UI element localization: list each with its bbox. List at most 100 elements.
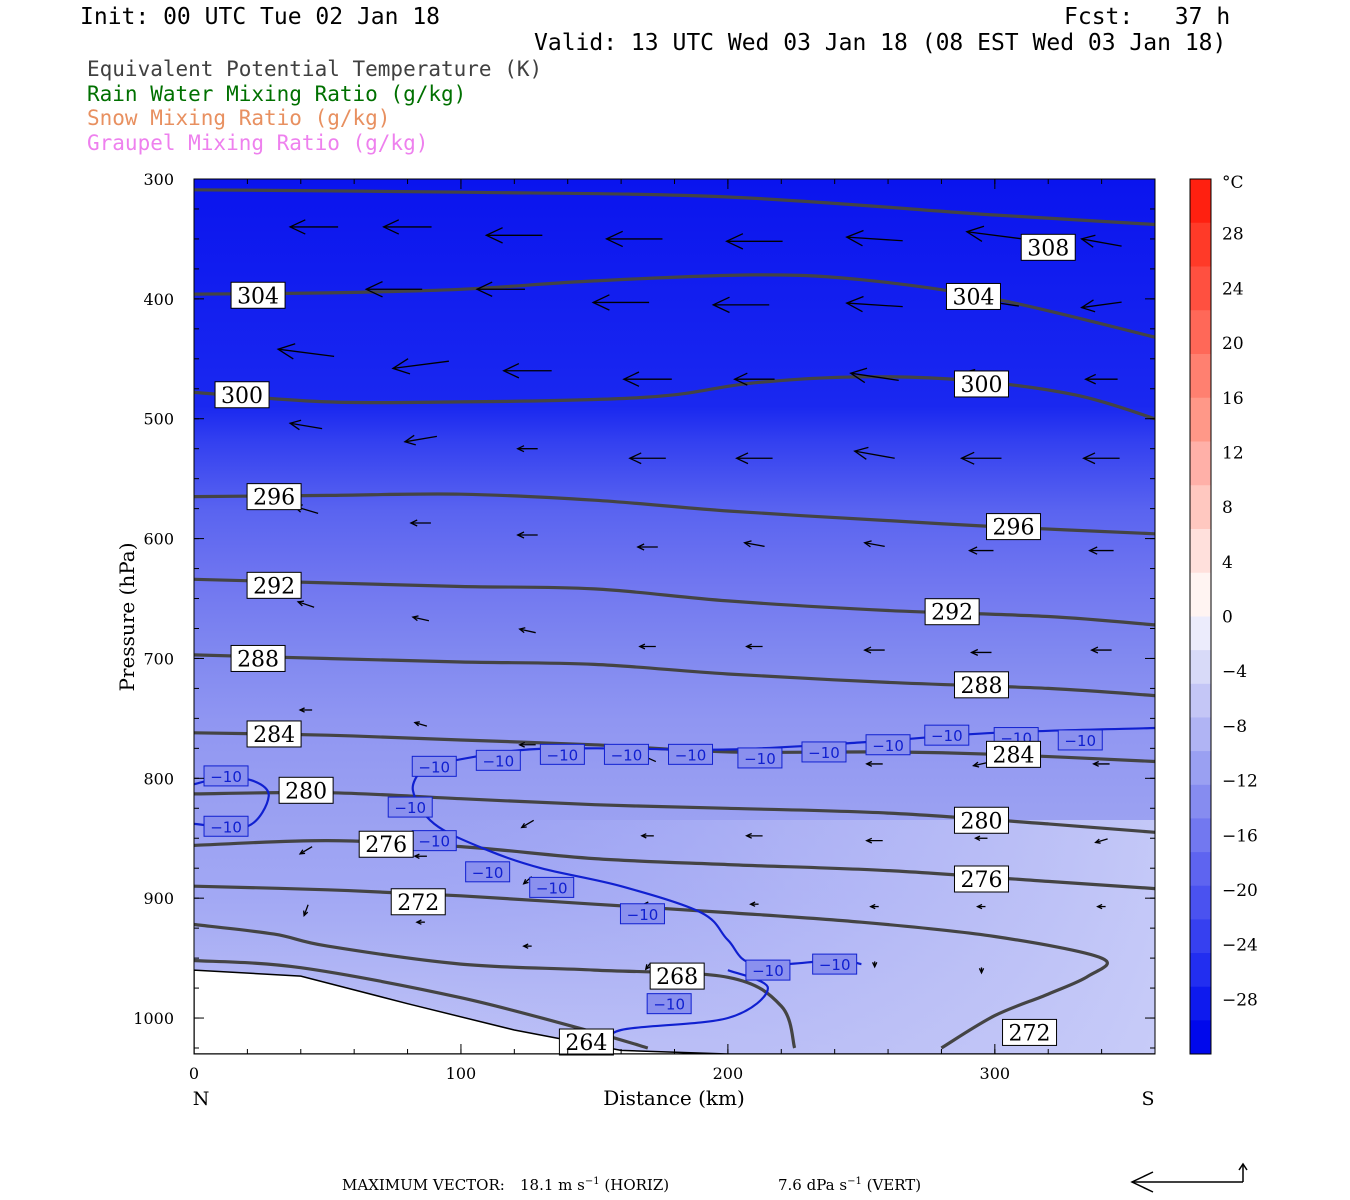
colorbar-tick-label: −12 [1222, 772, 1258, 792]
wind-vector [591, 294, 650, 311]
y-tick-label: 1000 [133, 1009, 174, 1028]
wind-vector [865, 837, 883, 844]
colorbar-segment [1190, 485, 1211, 530]
wind-vector [853, 446, 895, 460]
theta-e-contour [194, 838, 1155, 891]
colorbar-segment [1190, 953, 1211, 988]
theta-e-contour-label: 288 [230, 644, 286, 672]
wind-vector [518, 627, 536, 634]
theta-e-contour-label: 296 [246, 483, 302, 511]
temperature-contour-label: −10 [924, 724, 970, 746]
legend-theta-e: Equivalent Potential Temperature (K) [87, 57, 543, 81]
colorbar-segment [1190, 784, 1211, 819]
temperature-contour-label: −10 [737, 747, 783, 769]
wind-vector [965, 225, 1023, 242]
svg-text:292: 292 [931, 601, 973, 626]
theta-e-contour [194, 790, 1155, 834]
theta-e-contour-label: 296 [986, 513, 1042, 541]
wind-vector [969, 648, 992, 656]
colorbar-segment [1190, 222, 1211, 267]
wind-vector [745, 643, 763, 650]
max-vector-horiz: 18.1 m s−1 (HORIZ) [520, 1176, 670, 1194]
wind-vector [849, 367, 899, 384]
colorbar-unit: °C [1222, 173, 1244, 193]
wind-vector [502, 363, 552, 379]
colorbar-tick-label: 16 [1222, 389, 1244, 409]
theta-e-contour-label: 288 [953, 671, 1009, 699]
y-tick-label: 800 [143, 769, 174, 788]
colorbar-tick-label: −28 [1222, 990, 1258, 1010]
svg-text:276: 276 [960, 868, 1002, 893]
wind-vector [745, 832, 763, 839]
colorbar-segment [1190, 885, 1211, 920]
colorbar-tick-label: 8 [1222, 498, 1233, 518]
svg-text:272: 272 [1009, 1021, 1051, 1046]
theta-e-contour-label: 284 [986, 740, 1042, 768]
wind-vector [1088, 546, 1114, 555]
y-tick-label: 700 [143, 649, 174, 668]
wind-vector [411, 615, 430, 622]
svg-text:276: 276 [365, 833, 407, 858]
colorbar-segment [1190, 441, 1211, 486]
svg-text:304: 304 [237, 284, 279, 309]
colorbar-segment [1190, 266, 1211, 311]
svg-text:−10: −10 [744, 750, 776, 768]
colorbar-tick-label: 28 [1222, 225, 1244, 245]
colorbar-segment [1190, 919, 1211, 954]
svg-text:−10: −10 [418, 833, 450, 851]
wind-vector [638, 643, 656, 650]
svg-text:284: 284 [253, 723, 295, 748]
colorbar-segment [1190, 310, 1211, 355]
wind-vector [636, 543, 658, 551]
wind-vector [413, 721, 428, 727]
svg-text:−10: −10 [1064, 732, 1096, 750]
wind-vector [296, 600, 315, 608]
colorbar-segment [1190, 1020, 1211, 1055]
theta-e-contour-label: 304 [945, 282, 1001, 310]
svg-text:−10: −10 [675, 746, 707, 764]
svg-text:−10: −10 [808, 744, 840, 762]
wind-vector [288, 419, 323, 431]
wind-vector [298, 846, 313, 855]
theta-e-contour-label: 272 [1002, 1018, 1058, 1046]
svg-text:308: 308 [1027, 236, 1069, 261]
colorbar-tick-label: 24 [1222, 279, 1244, 299]
theta-e-contour-label: 300 [214, 381, 270, 409]
colorbar-tick-label: 4 [1222, 553, 1233, 573]
wind-vector [863, 646, 885, 654]
svg-text:296: 296 [253, 486, 295, 511]
temperature-contour-label: −10 [812, 953, 858, 975]
wind-vector [518, 741, 536, 748]
colorbar-tick-label: 12 [1222, 443, 1244, 463]
theta-e-contour-label: 280 [278, 776, 334, 804]
svg-text:−10: −10 [627, 906, 659, 924]
x-axis-label: Distance (km) [603, 1086, 745, 1110]
theta-e-contour-label: 292 [924, 598, 980, 626]
colorbar-tick-label: 0 [1222, 608, 1233, 628]
svg-text:284: 284 [993, 743, 1035, 768]
svg-text:−10: −10 [472, 864, 504, 882]
svg-text:272: 272 [397, 891, 439, 916]
colorbar-segment [1190, 717, 1211, 752]
theta-e-contour-label: 292 [246, 571, 302, 599]
temperature-contour-label: −10 [203, 815, 249, 837]
wind-vector [516, 445, 538, 453]
svg-text:280: 280 [285, 779, 327, 804]
temperature-contour-label: −10 [475, 749, 521, 771]
forecast-hour: Fcst: 37 h [1064, 4, 1231, 30]
colorbar-segment [1190, 616, 1211, 651]
temperature-contour-label: −10 [539, 743, 585, 765]
temperature-contour-label: −10 [1057, 729, 1103, 751]
wind-vector [640, 833, 654, 839]
wind-vector [869, 903, 879, 910]
colorbar-segment [1190, 818, 1211, 853]
svg-text:292: 292 [253, 574, 295, 599]
wind-vector [743, 540, 765, 548]
wind-vector [276, 343, 335, 360]
colorbar-segment [1190, 751, 1211, 786]
colorbar-frame [1189, 178, 1212, 1055]
temperature-contour-label: −10 [801, 741, 847, 763]
max-vector-vert: 7.6 dPa s−1 (VERT) [778, 1176, 922, 1194]
wind-vector [484, 227, 543, 244]
x-end-label-south: S [1141, 1088, 1154, 1110]
